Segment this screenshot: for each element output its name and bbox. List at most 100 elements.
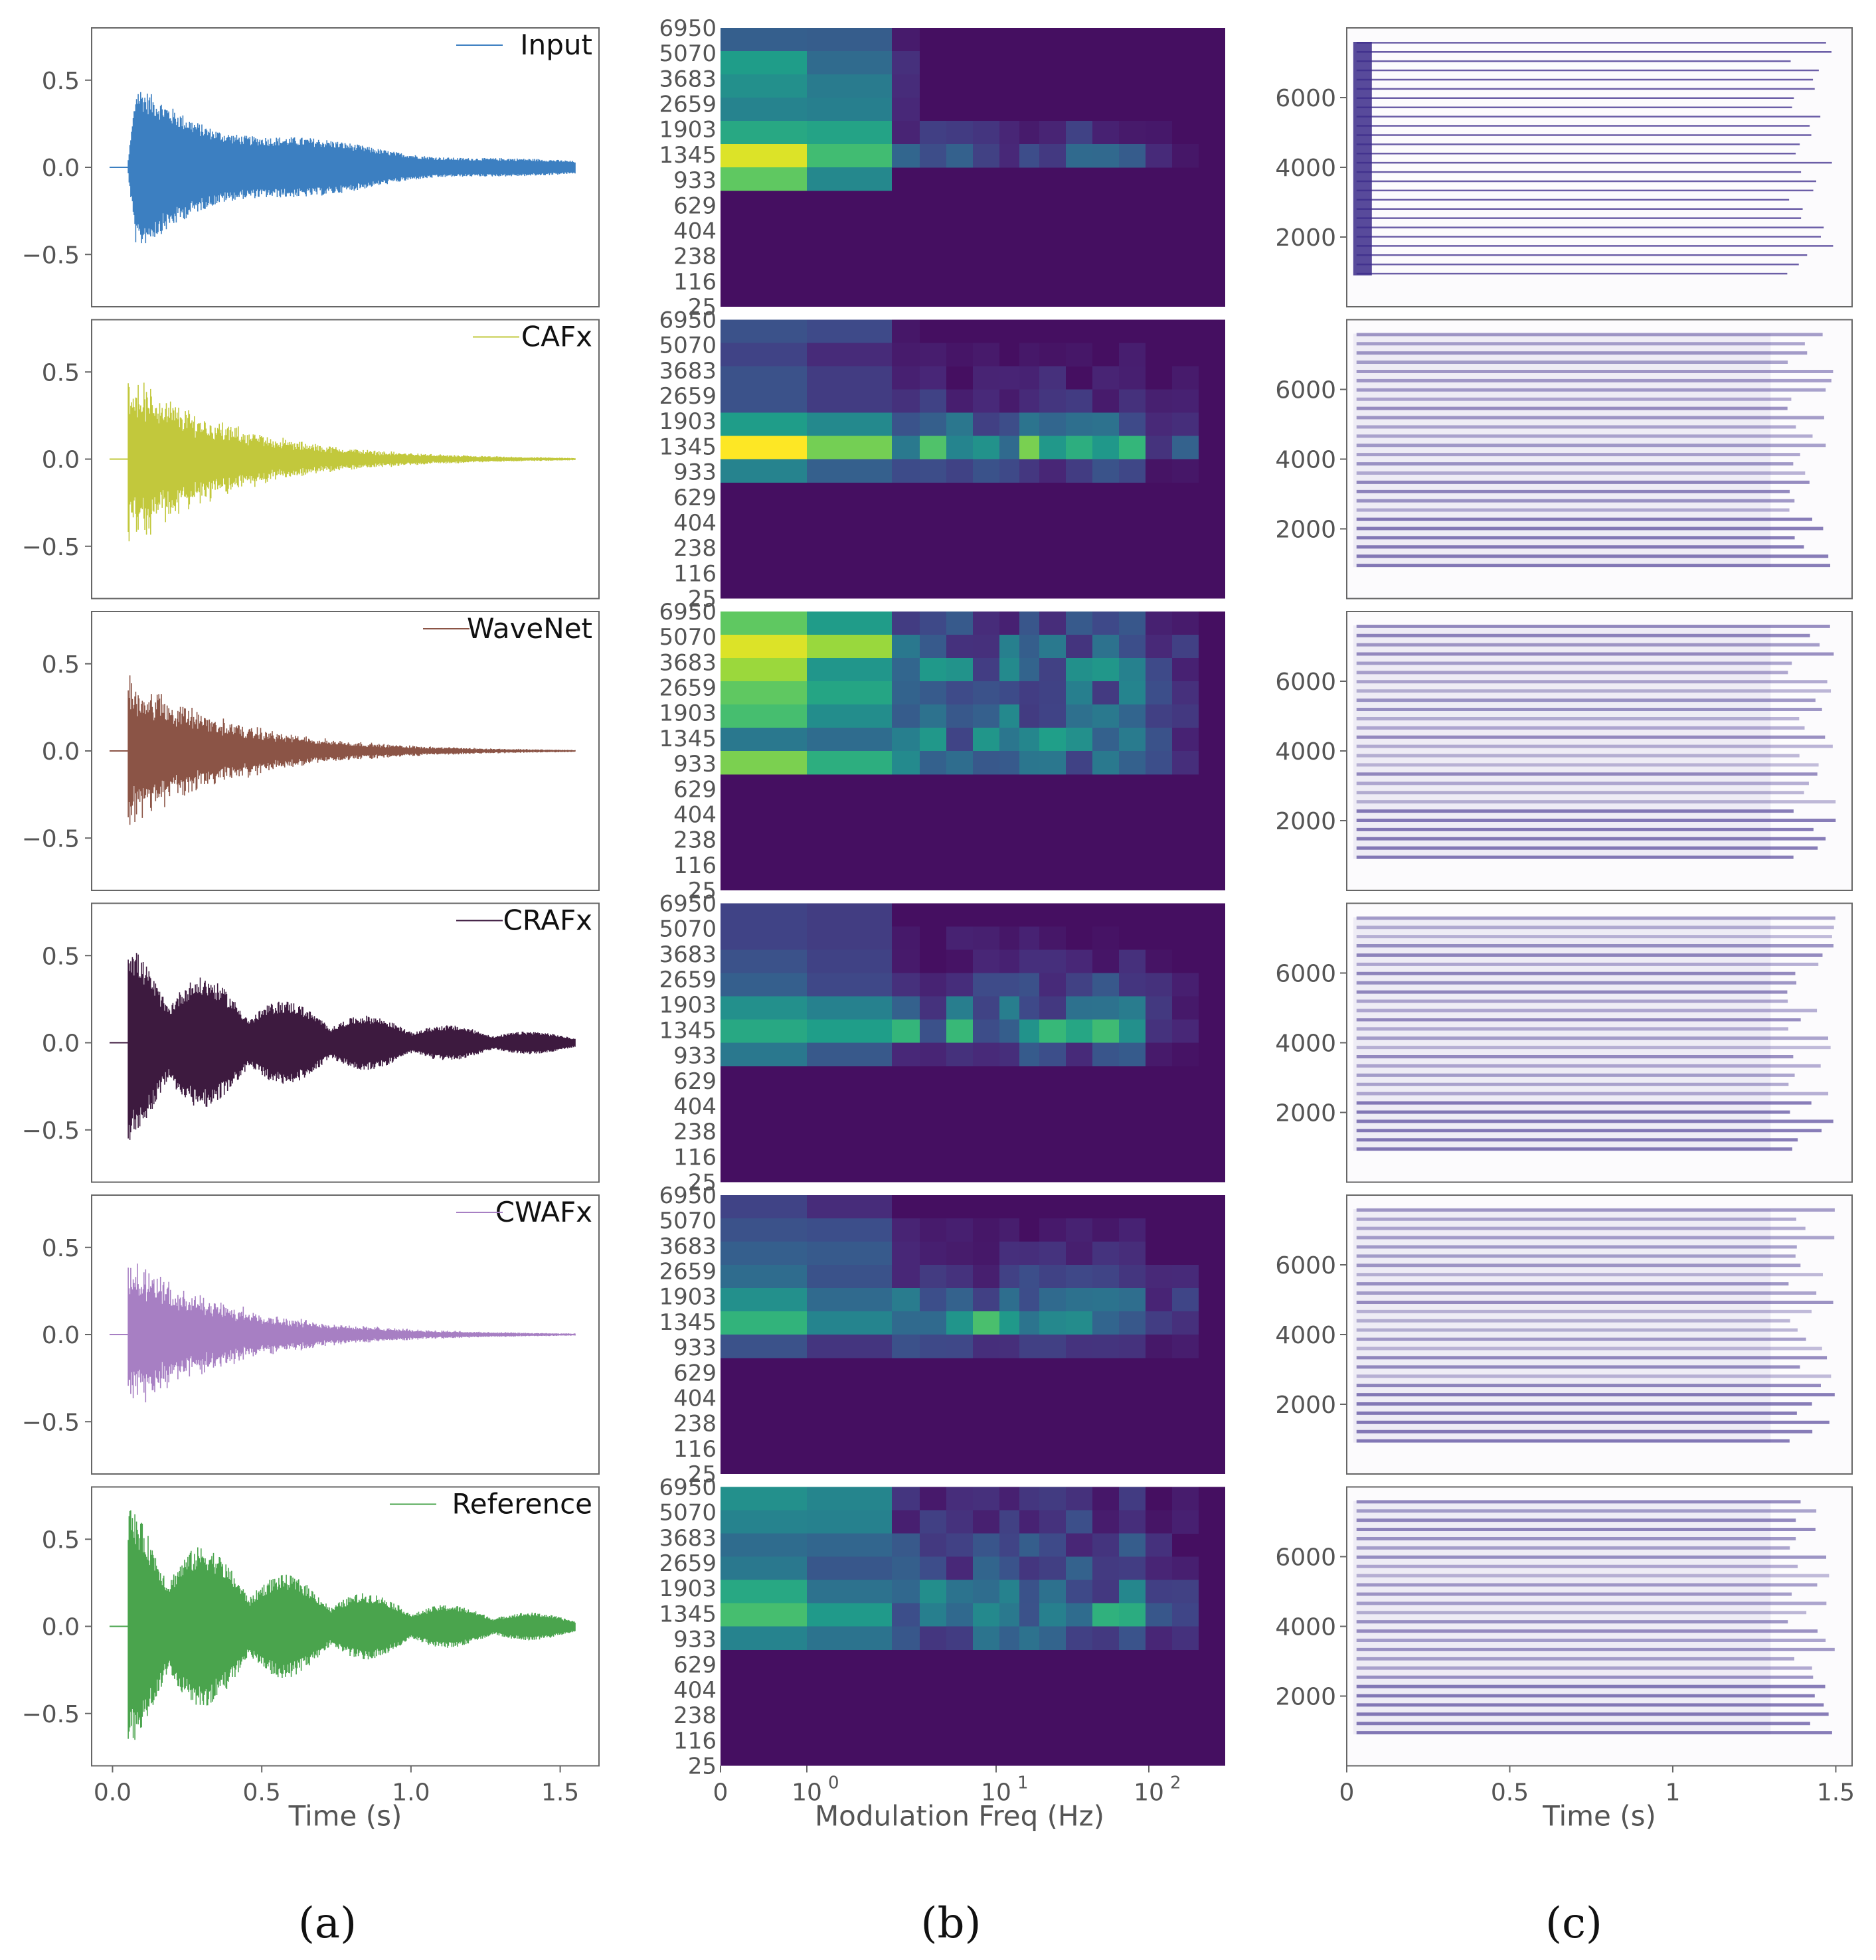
- modulation-row-label: 1903: [659, 408, 717, 435]
- modulation-cell: [946, 1580, 973, 1603]
- modulation-row-label: 629: [673, 1068, 717, 1095]
- modulation-cell: [1019, 996, 1039, 1020]
- modulation-cell: [892, 121, 920, 145]
- y-tick-label: 6000: [1275, 669, 1336, 696]
- modulation-cell: [999, 1042, 1019, 1066]
- modulation-cell: [1092, 1510, 1119, 1534]
- legend: CWAFx: [456, 1196, 592, 1228]
- modulation-cell: [1039, 751, 1066, 775]
- modulation-cell: [892, 728, 920, 752]
- modulation-cell: [1039, 1019, 1066, 1043]
- modulation-cell: [999, 1288, 1019, 1312]
- modulation-cell: [1039, 389, 1066, 413]
- spectrogram-background: [1347, 28, 1852, 307]
- spectrogram-panel: 6000 4000 2000: [1275, 319, 1853, 600]
- modulation-row-label: 933: [673, 1627, 717, 1653]
- y-tick-label: −0.5: [22, 534, 80, 561]
- modulation-cell: [999, 1019, 1019, 1043]
- modulation-cell: [999, 704, 1019, 728]
- modulation-cell: [1066, 459, 1092, 483]
- modulation-cell: [946, 681, 973, 705]
- modulation-cell: [892, 343, 920, 367]
- modulation-cell: [721, 319, 807, 343]
- modulation-cell: [807, 996, 892, 1020]
- modulation-cell: [807, 612, 892, 635]
- modulation-cell: [1039, 1042, 1066, 1066]
- y-tick-label: 2000: [1275, 808, 1336, 835]
- modulation-cell: [1039, 612, 1066, 635]
- spectrogram-background: [1347, 903, 1852, 1183]
- modulation-row-label: 629: [673, 193, 717, 219]
- modulation-cell: [973, 1603, 999, 1627]
- modulation-cell: [1066, 681, 1092, 705]
- spectrogram-background: [1347, 319, 1852, 599]
- modulation-cell: [1019, 728, 1039, 752]
- modulation-row-label: 933: [673, 1043, 717, 1070]
- modulation-cell: [1172, 389, 1199, 413]
- y-tick-label: 6000: [1275, 1544, 1336, 1572]
- modulation-cell: [999, 144, 1019, 168]
- spectrogram-background: [1347, 1487, 1852, 1766]
- modulation-row-label: 404: [673, 801, 717, 828]
- modulation-row-label: 404: [673, 1094, 717, 1120]
- modulation-row-label: 933: [673, 167, 717, 194]
- modulation-row-label: 6950: [659, 1475, 717, 1501]
- modulation-cell: [1092, 1311, 1119, 1335]
- spectrogram-panel: 6000 4000 2000: [1275, 1194, 1853, 1475]
- modulation-cell: [721, 658, 807, 682]
- modulation-cell: [920, 751, 946, 775]
- x-tick-label: 1: [1665, 1779, 1681, 1807]
- modulation-cell: [1039, 973, 1066, 997]
- modulation-panel: 6950507036832659190313459336294042381162…: [659, 599, 1225, 904]
- modulation-cell: [892, 658, 920, 682]
- modulation-cell: [973, 121, 999, 145]
- modulation-cell: [1092, 973, 1119, 997]
- modulation-cell: [946, 436, 973, 459]
- modulation-cell: [1039, 996, 1066, 1020]
- modulation-cell: [1039, 1487, 1066, 1511]
- modulation-row-label: 238: [673, 827, 717, 854]
- spectrogram-x-axis-title: Time (s): [1542, 1800, 1656, 1833]
- modulation-cell: [1019, 612, 1039, 635]
- y-tick-label: 0.5: [42, 359, 80, 386]
- modulation-cell: [1146, 144, 1172, 168]
- modulation-cell: [1146, 612, 1172, 635]
- modulation-cell: [1019, 949, 1039, 973]
- waveform-trace: [128, 382, 576, 542]
- modulation-cell: [946, 459, 973, 483]
- y-tick-label: 6000: [1275, 961, 1336, 988]
- modulation-cell: [892, 1626, 920, 1650]
- modulation-cell: [892, 1311, 920, 1335]
- modulation-cell: [999, 926, 1019, 950]
- modulation-cell: [1066, 1556, 1092, 1580]
- legend: CAFx: [473, 321, 592, 353]
- modulation-cell: [1019, 1510, 1039, 1534]
- modulation-cell: [1146, 436, 1172, 459]
- spectrogram-background: [1347, 1195, 1852, 1474]
- modulation-cell: [1146, 996, 1172, 1020]
- modulation-cell: [973, 612, 999, 635]
- y-tick-label: 0.0: [42, 1322, 80, 1349]
- modulation-cell: [1019, 1580, 1039, 1603]
- modulation-cell: [999, 949, 1019, 973]
- modulation-cell: [892, 459, 920, 483]
- modulation-cell: [721, 436, 807, 459]
- modulation-cell: [807, 74, 892, 98]
- modulation-row-label: 3683: [659, 66, 717, 92]
- modulation-cell: [946, 658, 973, 682]
- modulation-cell: [1019, 412, 1039, 436]
- modulation-cell: [1066, 1288, 1092, 1312]
- waveform-panel: 0.5 0.0 −0.5 CRAFx: [22, 902, 600, 1183]
- y-tick-label: 2000: [1275, 1684, 1336, 1711]
- modulation-row-label: 2659: [659, 675, 717, 702]
- modulation-cell: [807, 1603, 892, 1627]
- modulation-cell: [1019, 1311, 1039, 1335]
- modulation-cell: [721, 1265, 807, 1289]
- modulation-cell: [892, 1556, 920, 1580]
- y-tick-label: −0.5: [22, 825, 80, 853]
- modulation-cell: [946, 1556, 973, 1580]
- modulation-cell: [920, 704, 946, 728]
- modulation-cell: [807, 1487, 892, 1511]
- modulation-cell: [721, 949, 807, 973]
- modulation-cell: [973, 681, 999, 705]
